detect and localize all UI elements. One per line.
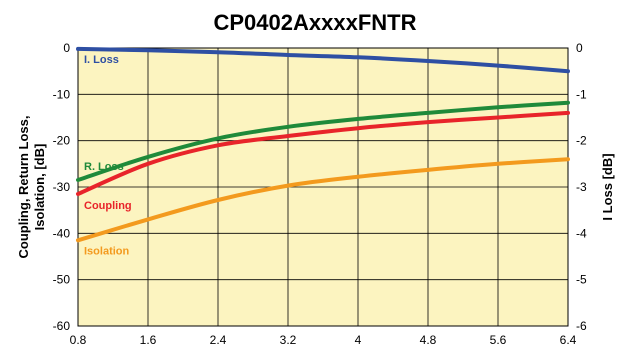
x-tick-label: 1.6 [140,333,157,347]
y2-tick-label: -4 [576,226,587,240]
y-tick-label: -30 [53,180,71,194]
grid [77,47,569,327]
y-tick-label: -40 [53,226,71,240]
series-layer [76,46,570,243]
x-tick-label: 3.2 [280,333,297,347]
y2-tick-label: -5 [576,273,587,287]
x-tick-label: 4.8 [420,333,437,347]
y-tick-label: 0 [63,41,70,55]
series-label: I. Loss [84,54,119,66]
y-tick-label: -20 [53,134,71,148]
series-label: Isolation [84,245,130,257]
y-tick-label: -10 [53,87,71,101]
x-tick-label: 5.6 [490,333,507,347]
series-line-coupling [76,110,570,196]
series-labels: I. Loss R. Loss Coupling Isolation [84,54,132,257]
x-tick-label: 2.4 [210,333,227,347]
series-line-i-loss [76,46,570,74]
x-tick-label: 0.8 [70,333,87,347]
x-tick-label: 4 [355,333,362,347]
series-label: R. Loss [84,161,124,173]
y-axis-title: Coupling, Return Loss,Isolation, [dB] [16,116,47,259]
y2-tick-label: 0 [576,41,583,55]
y-tick-label: -50 [53,273,71,287]
series-line-r-loss [76,100,570,182]
x-tick-label: 6.4 [560,333,577,347]
y2-tick-label: -3 [576,180,587,194]
chart-title: CP0402AxxxxFNTR [214,10,417,35]
series-line-isolation [76,157,570,243]
y2-tick-label: -1 [576,87,587,101]
y2-tick-label: -6 [576,319,587,333]
series-label: Coupling [84,200,132,212]
tick-labels: 0.8 1.6 2.4 3.2 4 4.8 5.6 6.40-10-20-30-40-50-6… [53,41,587,347]
y2-axis-title: I Loss [dB] [600,153,615,220]
y2-tick-label: -2 [576,134,587,148]
y-tick-label: -60 [53,319,71,333]
